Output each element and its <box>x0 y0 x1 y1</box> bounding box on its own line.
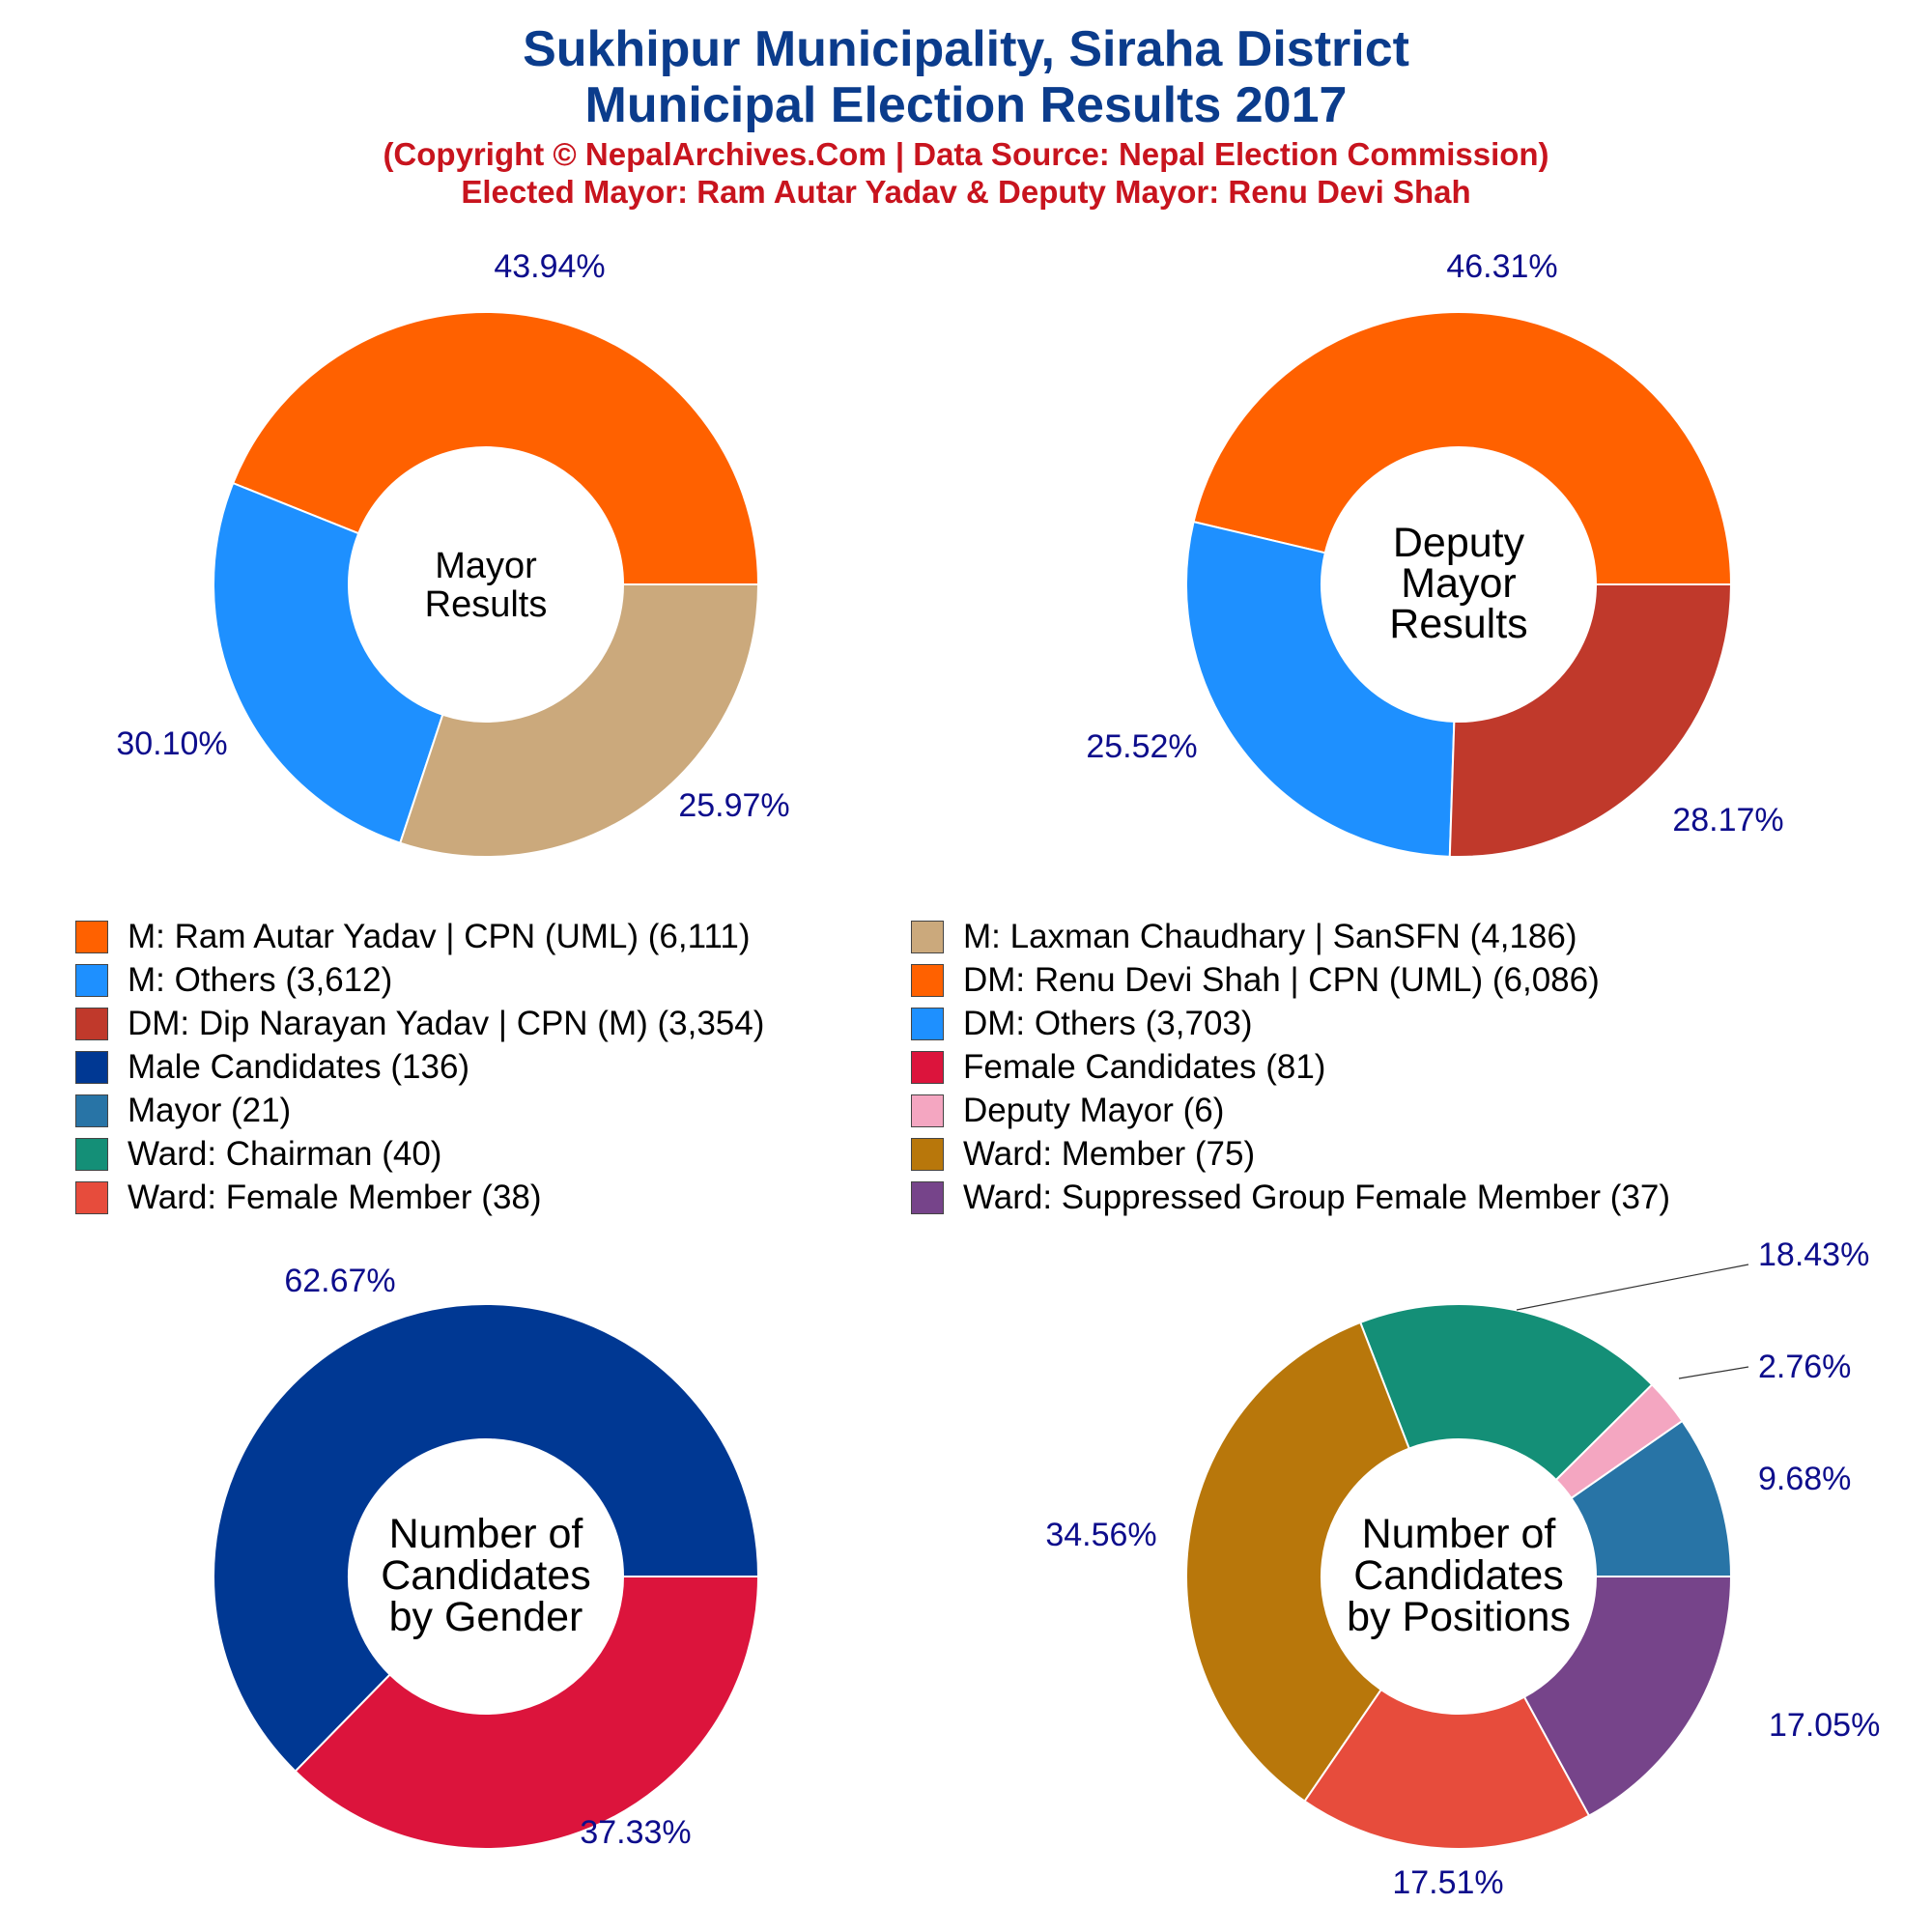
legend-item: Ward: Member (75) <box>911 1135 1255 1174</box>
legend-swatch <box>911 1051 944 1084</box>
legend-swatch <box>911 1008 944 1040</box>
legend-label: Mayor (21) <box>128 1092 292 1129</box>
legend-swatch <box>75 1138 108 1171</box>
donut-4-percent-label-6: 17.05% <box>1769 1707 1880 1744</box>
donut-1-slice-2 <box>213 481 444 844</box>
donut-2-center-label-line-1: Deputy <box>1393 520 1525 566</box>
donut-3-percent-label-2: 37.33% <box>580 1814 691 1851</box>
donut-4-center-label-line-2: Candidates <box>1353 1552 1564 1599</box>
donut-3-center-label-line-1: Number of <box>389 1511 584 1557</box>
legend-label: Deputy Mayor (6) <box>963 1092 1225 1129</box>
donut-2-percent-label-2: 28.17% <box>1672 802 1783 838</box>
legend-swatch <box>75 1094 108 1127</box>
legend-label: M: Others (3,612) <box>128 961 393 999</box>
legend-label: M: Laxman Chaudhary | SanSFN (4,186) <box>963 918 1577 955</box>
legend-swatch <box>75 1008 108 1040</box>
donut-1-center-label-line-2: Results <box>425 584 548 625</box>
legend-label: Ward: Female Member (38) <box>128 1179 542 1216</box>
legend-swatch <box>911 964 944 997</box>
legend-swatch <box>75 1051 108 1084</box>
legend-label: DM: Renu Devi Shah | CPN (UML) (6,086) <box>963 961 1600 999</box>
legend-item: Ward: Female Member (38) <box>75 1179 542 1217</box>
legend-item: Female Candidates (81) <box>911 1048 1325 1087</box>
legend-item: Male Candidates (136) <box>75 1048 469 1087</box>
donut-4-slice-6 <box>1522 1576 1733 1817</box>
chart-title-line1: Sukhipur Municipality, Siraha District <box>523 21 1409 77</box>
donut-4-percent-label-5: 17.51% <box>1392 1864 1503 1901</box>
donut-3-slice-2 <box>294 1576 760 1850</box>
legend-label: M: Ram Autar Yadav | CPN (UML) (6,111) <box>128 918 751 955</box>
donut-4-center-label-line-3: by Positions <box>1347 1594 1571 1640</box>
legend-label: DM: Others (3,703) <box>963 1005 1253 1042</box>
donut-2-center-label-line-2: Mayor <box>1401 560 1516 607</box>
chart-title-line2: Municipal Election Results 2017 <box>584 77 1348 133</box>
donut-4-percent-label-3: 18.43% <box>1758 1236 1869 1273</box>
legend-swatch <box>75 1181 108 1214</box>
legend-swatch <box>75 921 108 953</box>
donut-3-center-label-line-3: by Gender <box>389 1594 583 1640</box>
legend-label: Male Candidates (136) <box>128 1048 470 1086</box>
donut-4-leader-line-2 <box>1678 1366 1749 1379</box>
legend-item: M: Laxman Chaudhary | SanSFN (4,186) <box>911 918 1577 956</box>
copyright-line: (Copyright © NepalArchives.Com | Data So… <box>383 136 1549 172</box>
donut-1-percent-label-2: 25.97% <box>678 787 789 824</box>
donut-4-percent-label-2: 2.76% <box>1758 1349 1851 1385</box>
elected-officials-line: Elected Mayor: Ram Autar Yadav & Deputy … <box>461 174 1471 210</box>
legend-item: DM: Renu Devi Shah | CPN (UML) (6,086) <box>911 961 1600 1000</box>
legend-label: Ward: Suppressed Group Female Member (37… <box>963 1179 1671 1216</box>
donut-4-slice-4 <box>1185 1321 1411 1804</box>
donut-2-slice-3 <box>1448 583 1733 858</box>
donut-2-slice-1 <box>1192 311 1733 585</box>
donut-1-percent-label-1: 43.94% <box>494 248 605 285</box>
donut-4-center-label-line-1: Number of <box>1362 1511 1557 1557</box>
legend-label: Ward: Member (75) <box>963 1135 1256 1173</box>
legend-item: Deputy Mayor (6) <box>911 1092 1224 1130</box>
legend-swatch <box>911 1138 944 1171</box>
legend-item: Ward: Chairman (40) <box>75 1135 441 1174</box>
donut-2-percent-label-3: 25.52% <box>1086 728 1197 765</box>
donut-2-percent-label-1: 46.31% <box>1446 248 1557 285</box>
donut-3-slice-1 <box>213 1303 760 1773</box>
legend-swatch <box>911 1094 944 1127</box>
legend-swatch <box>911 921 944 953</box>
legend-swatch <box>911 1181 944 1214</box>
legend-item: Mayor (21) <box>75 1092 291 1130</box>
legend-label: Female Candidates (81) <box>963 1048 1326 1086</box>
donut-1-center-label-line-1: Mayor <box>435 546 537 586</box>
legend-label: Ward: Chairman (40) <box>128 1135 442 1173</box>
donut-3-percent-label-1: 62.67% <box>284 1263 395 1299</box>
legend-item: DM: Dip Narayan Yadav | CPN (M) (3,354) <box>75 1005 764 1043</box>
donut-4-percent-label-1: 9.68% <box>1758 1461 1851 1497</box>
donut-1-slice-1 <box>231 311 760 585</box>
legend-item: Ward: Suppressed Group Female Member (37… <box>911 1179 1670 1217</box>
donut-4-leader-line-3 <box>1516 1264 1749 1311</box>
donut-3-center-label-line-2: Candidates <box>381 1552 591 1599</box>
donut-4-percent-label-4: 34.56% <box>1045 1517 1156 1553</box>
legend-item: M: Others (3,612) <box>75 961 392 1000</box>
chart-header: Sukhipur Municipality, Siraha District M… <box>0 21 1932 211</box>
donut-2-center-label-line-3: Results <box>1389 601 1527 647</box>
legend-label: DM: Dip Narayan Yadav | CPN (M) (3,354) <box>128 1005 765 1042</box>
legend-item: M: Ram Autar Yadav | CPN (UML) (6,111) <box>75 918 750 956</box>
legend-item: DM: Others (3,703) <box>911 1005 1253 1043</box>
donut-2-slice-2 <box>1185 520 1456 858</box>
donut-4-slice-5 <box>1303 1688 1591 1850</box>
donut-1-slice-3 <box>398 583 760 858</box>
donut-4-slice-3 <box>1358 1303 1654 1482</box>
legend-swatch <box>75 964 108 997</box>
donut-1-percent-label-3: 30.10% <box>116 725 227 762</box>
